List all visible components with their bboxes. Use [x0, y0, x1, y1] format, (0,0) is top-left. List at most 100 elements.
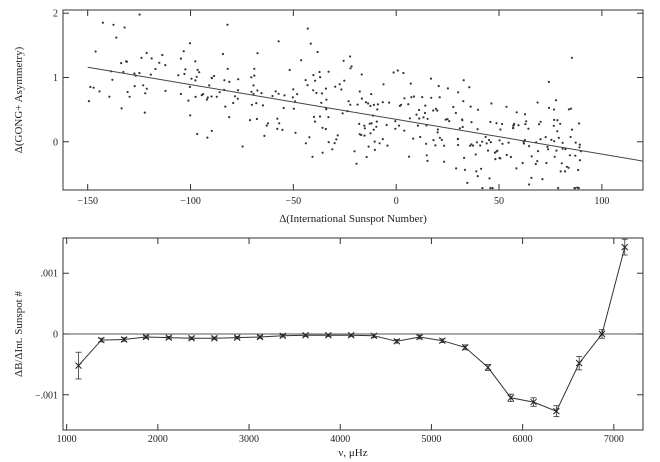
scatter-point — [559, 122, 562, 125]
x-tick-label: 4000 — [330, 434, 350, 445]
scatter-point — [528, 145, 531, 148]
y-tick-label: 0 — [53, 330, 58, 341]
scatter-point — [524, 123, 527, 126]
scatter-point — [539, 138, 542, 141]
scatter-point — [111, 78, 114, 81]
scatter-point — [184, 68, 187, 71]
x-tick-label: 50 — [494, 196, 504, 207]
scatter-point — [463, 168, 466, 171]
scatter-point — [412, 95, 415, 98]
frequency-series — [75, 238, 629, 418]
scatter-point — [565, 165, 568, 168]
scatter-point — [376, 103, 379, 106]
data-point-marker — [165, 334, 173, 341]
scatter-point — [336, 134, 339, 137]
y-tick-label: 2 — [53, 9, 58, 20]
scatter-point — [194, 95, 197, 98]
scatter-point — [425, 154, 428, 157]
scatter-point — [382, 83, 385, 86]
x-tick-label: 0 — [394, 196, 399, 207]
scatter-point — [434, 144, 437, 147]
scatter-point — [179, 92, 182, 96]
scatter-point — [446, 87, 449, 90]
scatter-point — [370, 93, 373, 96]
scatter-point — [476, 175, 479, 178]
frequency-y-axis-title: ΔB/ΔInt. Sunspot # — [13, 291, 25, 377]
scatter-point — [274, 90, 277, 93]
scatter-point — [300, 59, 303, 62]
data-point-marker — [416, 333, 423, 341]
scatter-point — [133, 85, 136, 88]
scatter-point — [553, 140, 556, 143]
scatter-point — [218, 91, 221, 94]
scatter-point — [552, 124, 555, 127]
scatter-point — [547, 106, 551, 109]
scatter-point — [494, 158, 497, 161]
scatter-point — [468, 86, 471, 89]
data-point-marker — [188, 334, 195, 342]
scatter-point — [375, 125, 378, 128]
scatter-point — [200, 94, 203, 97]
scatter-point — [457, 91, 460, 94]
scatter-point — [547, 80, 551, 83]
scatter-point — [237, 78, 240, 81]
scatter-point — [292, 88, 295, 91]
scatter-point — [318, 70, 321, 74]
scatter-point — [228, 80, 231, 83]
scatter-point — [372, 103, 375, 106]
x-tick-label: 6000 — [513, 434, 533, 445]
scatter-point — [338, 83, 341, 86]
data-point-marker — [461, 344, 469, 351]
x-tick-label: 5000 — [421, 434, 441, 445]
scatter-point — [481, 140, 484, 143]
scatter-point — [250, 76, 253, 79]
scatter-point — [324, 87, 327, 90]
scatter-point — [403, 97, 406, 100]
scatter-point — [556, 130, 559, 133]
data-point-marker — [575, 359, 583, 367]
scatter-point — [498, 139, 501, 142]
scatter-point — [208, 84, 211, 87]
data-point-marker — [233, 334, 241, 341]
scatter-point — [536, 160, 539, 163]
scatter-point — [252, 84, 255, 87]
scatter-point — [363, 127, 366, 130]
scatter-point — [523, 113, 527, 116]
scatter-point — [226, 23, 229, 26]
scatter-point — [553, 155, 556, 158]
scatter-point — [228, 116, 231, 119]
scatter-plot-frame — [62, 9, 644, 191]
scatter-point — [456, 138, 459, 141]
scatter-point — [485, 142, 488, 145]
scatter-point — [210, 95, 213, 98]
scatter-point — [195, 75, 198, 78]
x-tick-label: 1000 — [57, 434, 77, 445]
scatter-point — [486, 149, 490, 152]
scatter-point — [188, 42, 192, 45]
scatter-point — [327, 141, 330, 144]
scatter-point — [128, 95, 131, 98]
scatter-point — [437, 84, 440, 88]
scatter-point — [349, 103, 352, 106]
scatter-point — [304, 79, 307, 82]
scatter-point — [541, 178, 544, 181]
scatter-point — [112, 23, 115, 26]
scatter-point — [461, 125, 464, 129]
scatter-point — [386, 144, 389, 147]
scatter-point — [484, 135, 487, 138]
scatter-point — [487, 138, 491, 142]
scatter-point — [256, 89, 259, 92]
scatter-point — [266, 122, 270, 125]
scatter-point — [252, 92, 255, 96]
scatter-point — [446, 118, 449, 121]
scatter-point — [547, 148, 550, 151]
scatter-point — [101, 21, 104, 24]
scatter-point — [498, 156, 501, 160]
data-point-marker — [347, 331, 355, 339]
scatter-point — [312, 115, 316, 118]
frequency-y-ticks: −.001 0 .001 — [35, 269, 643, 401]
scatter-point — [559, 170, 562, 173]
scatter-point — [315, 91, 318, 95]
data-point-marker — [621, 243, 629, 251]
